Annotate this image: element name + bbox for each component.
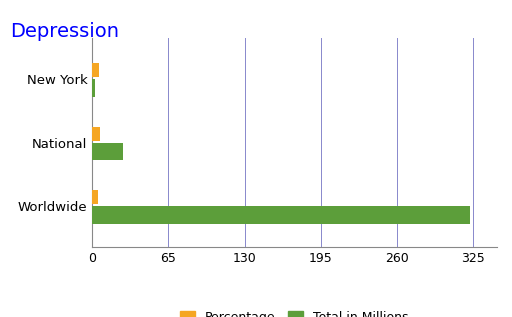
Text: Depression: Depression [10,22,119,41]
Legend: Percentage, Total in Millions: Percentage, Total in Millions [175,306,414,317]
Bar [92,190,98,204]
Bar [92,63,99,77]
Bar [92,79,95,97]
Bar [92,206,470,224]
Bar [92,143,123,160]
Bar [92,127,100,141]
